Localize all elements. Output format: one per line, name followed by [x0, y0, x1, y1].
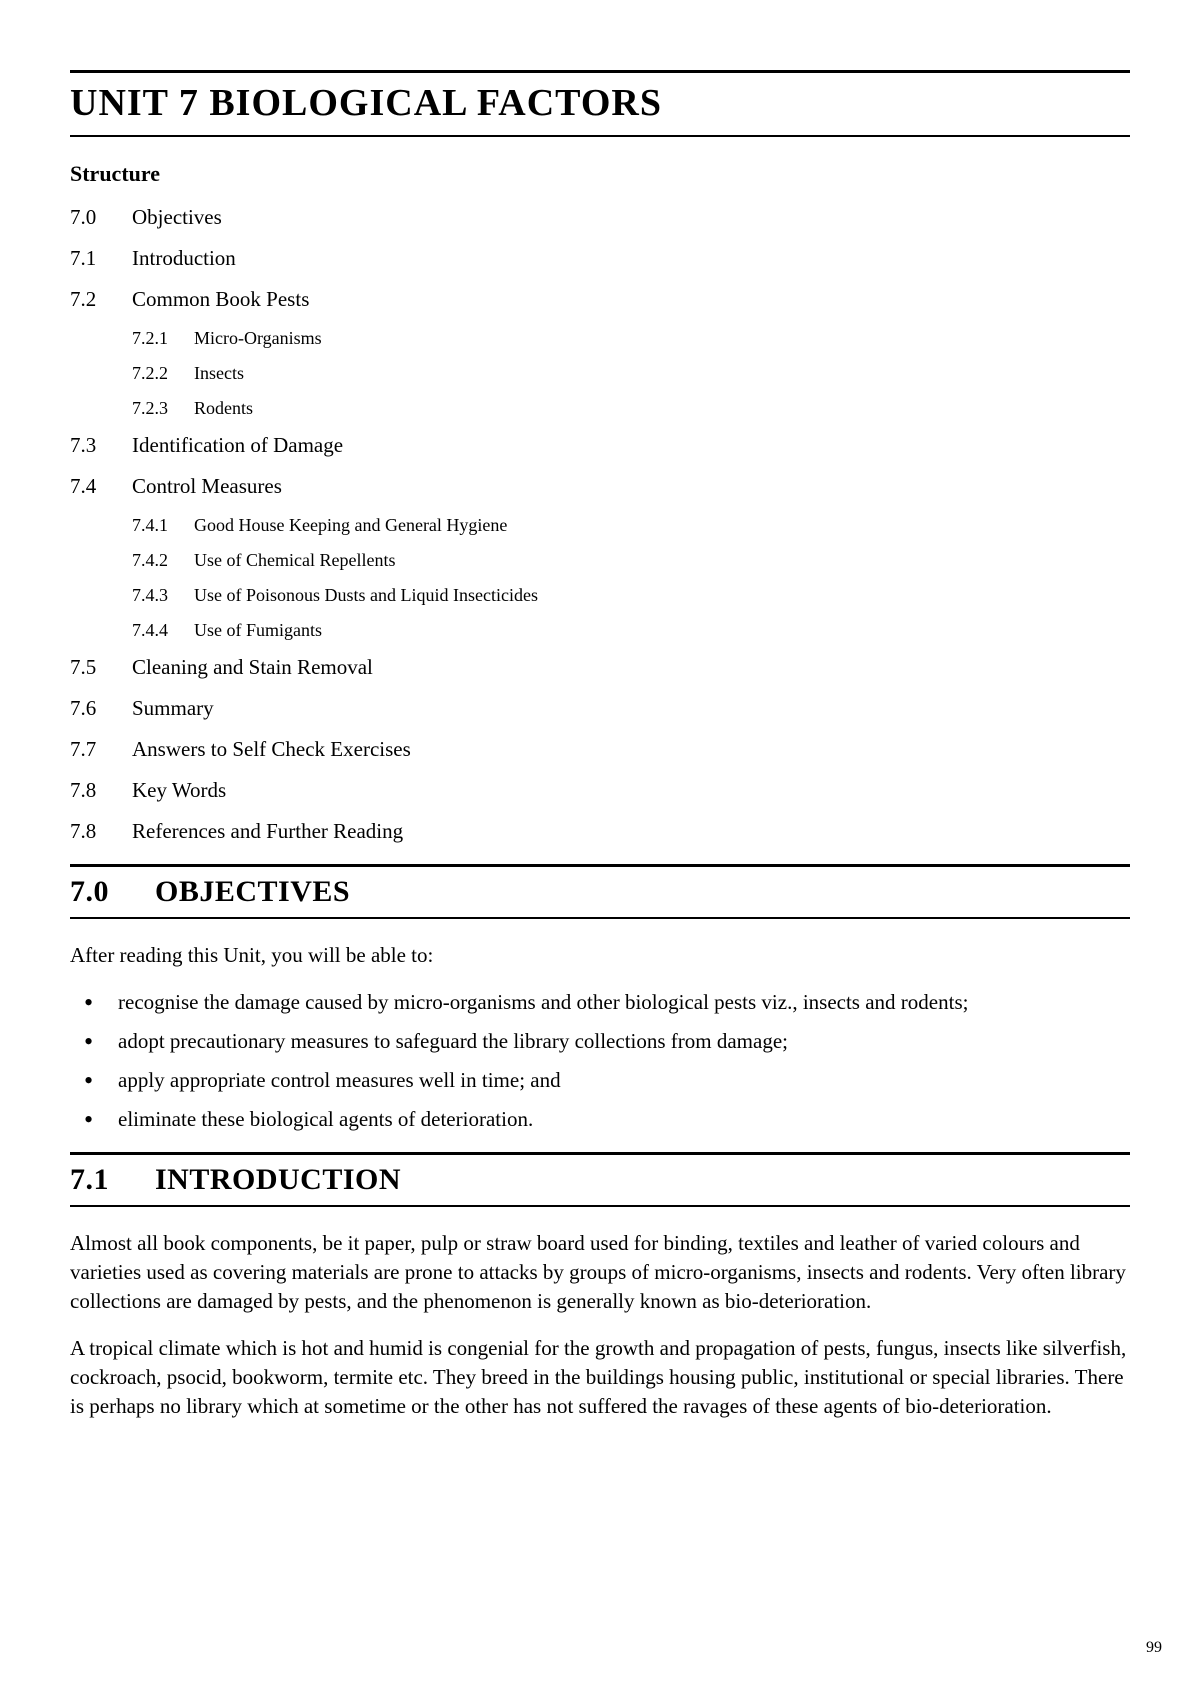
structure-heading: Structure	[70, 161, 1130, 187]
toc-item: 7.8 Key Words	[70, 778, 1130, 803]
toc-subitem: 7.4.2Use of Chemical Repellents	[132, 550, 1130, 571]
toc-item-label: Summary	[132, 696, 1130, 721]
toc-item-number: 7.6	[70, 696, 132, 721]
toc-subitem-number: 7.4.1	[132, 515, 194, 536]
toc-subitem-label: Micro-Organisms	[194, 328, 322, 349]
toc-subitem-label: Use of Chemical Repellents	[194, 550, 395, 571]
toc-subitem-number: 7.2.3	[132, 398, 194, 419]
toc-item-number: 7.0	[70, 205, 132, 230]
unit-title-block: UNIT 7 BIOLOGICAL FACTORS	[70, 70, 1130, 137]
objective-bullet: recognise the damage caused by micro-org…	[70, 988, 1130, 1017]
toc-subitem-label: Insects	[194, 363, 244, 384]
toc-item-number: 7.2	[70, 287, 132, 312]
toc-subitem-number: 7.4.4	[132, 620, 194, 641]
objective-bullet: adopt precautionary measures to safeguar…	[70, 1027, 1130, 1056]
toc-subitem-number: 7.2.1	[132, 328, 194, 349]
toc-item-number: 7.4	[70, 474, 132, 499]
objectives-list: recognise the damage caused by micro-org…	[70, 988, 1130, 1134]
section-number: 7.1	[70, 1163, 155, 1197]
toc-item-number: 7.5	[70, 655, 132, 680]
toc-item: 7.4Control Measures	[70, 474, 1130, 499]
toc-item: 7.3Identification of Damage	[70, 433, 1130, 458]
toc-subitem-label: Use of Fumigants	[194, 620, 322, 641]
toc-subitem: 7.2.2Insects	[132, 363, 1130, 384]
toc-item-label: Introduction	[132, 246, 1130, 271]
toc-item: 7.5Cleaning and Stain Removal	[70, 655, 1130, 680]
introduction-paragraph: A tropical climate which is hot and humi…	[70, 1334, 1130, 1421]
toc-subitem: 7.2.3Rodents	[132, 398, 1130, 419]
toc-item-label: Common Book Pests	[132, 287, 1130, 312]
toc-subitem-number: 7.4.3	[132, 585, 194, 606]
toc-subitem-label: Good House Keeping and General Hygiene	[194, 515, 507, 536]
introduction-paragraphs: Almost all book components, be it paper,…	[70, 1229, 1130, 1421]
toc-item-label: Key Words	[132, 778, 1130, 803]
toc-item-label: Control Measures	[132, 474, 1130, 499]
toc-item-number: 7.8	[70, 778, 132, 803]
section-title: OBJECTIVES	[155, 875, 350, 909]
toc-subitem: 7.2.1Micro-Organisms	[132, 328, 1130, 349]
section-number: 7.0	[70, 875, 155, 909]
toc-item-label: Identification of Damage	[132, 433, 1130, 458]
toc-subitem-number: 7.4.2	[132, 550, 194, 571]
toc-item-number: 7.3	[70, 433, 132, 458]
section-heading-objectives: 7.0 OBJECTIVES	[70, 864, 1130, 919]
objective-bullet: eliminate these biological agents of det…	[70, 1105, 1130, 1134]
toc-item: 7.2Common Book Pests	[70, 287, 1130, 312]
table-of-contents: 7.0Objectives7.1Introduction7.2Common Bo…	[70, 205, 1130, 844]
section-heading-introduction: 7.1 INTRODUCTION	[70, 1152, 1130, 1207]
toc-subitem-label: Rodents	[194, 398, 253, 419]
toc-item-number: 7.1	[70, 246, 132, 271]
toc-item-label: Objectives	[132, 205, 1130, 230]
unit-title: UNIT 7 BIOLOGICAL FACTORS	[70, 81, 1130, 125]
toc-subitem-number: 7.2.2	[132, 363, 194, 384]
toc-item: 7.7Answers to Self Check Exercises	[70, 737, 1130, 762]
toc-item: 7.6 Summary	[70, 696, 1130, 721]
toc-subitem: 7.4.3Use of Poisonous Dusts and Liquid I…	[132, 585, 1130, 606]
toc-item-number: 7.7	[70, 737, 132, 762]
page-number: 99	[1146, 1639, 1162, 1657]
toc-subitem-label: Use of Poisonous Dusts and Liquid Insect…	[194, 585, 538, 606]
toc-item-label: References and Further Reading	[132, 819, 1130, 844]
objectives-intro: After reading this Unit, you will be abl…	[70, 941, 1130, 970]
toc-item: 7.0Objectives	[70, 205, 1130, 230]
page-content: UNIT 7 BIOLOGICAL FACTORS Structure 7.0O…	[0, 0, 1200, 1479]
toc-subitem: 7.4.1Good House Keeping and General Hygi…	[132, 515, 1130, 536]
toc-item-label: Cleaning and Stain Removal	[132, 655, 1130, 680]
section-title: INTRODUCTION	[155, 1163, 401, 1197]
objective-bullet: apply appropriate control measures well …	[70, 1066, 1130, 1095]
toc-item: 7.8References and Further Reading	[70, 819, 1130, 844]
toc-subitem: 7.4.4Use of Fumigants	[132, 620, 1130, 641]
toc-item: 7.1Introduction	[70, 246, 1130, 271]
toc-item-number: 7.8	[70, 819, 132, 844]
introduction-paragraph: Almost all book components, be it paper,…	[70, 1229, 1130, 1316]
toc-item-label: Answers to Self Check Exercises	[132, 737, 1130, 762]
